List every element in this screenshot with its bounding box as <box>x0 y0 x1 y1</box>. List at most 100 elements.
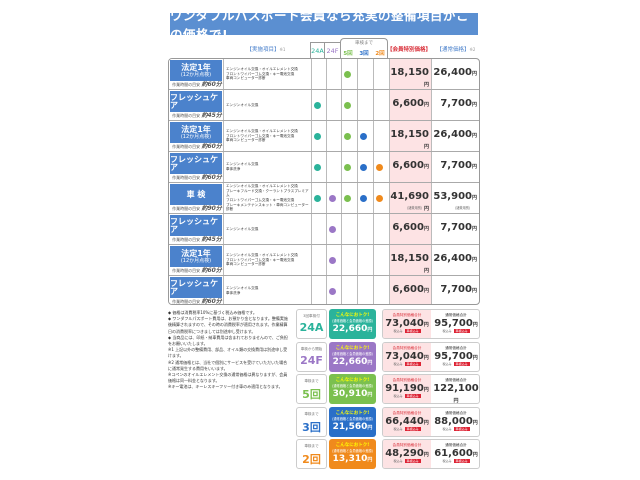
service-name: フレッシュケア <box>170 216 218 234</box>
table-row: 法定1年 (12か月点検) 作業時間の目安 約60分 エンジンオイル交換・オイルエレメ… <box>169 245 479 276</box>
member-total: 会員特別価格合計 48,290円 税込み 車検込み <box>385 443 429 463</box>
badge: 車検込み <box>404 361 421 366</box>
badge: 車検込み <box>453 329 470 333</box>
normal-total: 通常価格合計 88,000円 税込み 車検込み <box>434 410 478 431</box>
included-dot-5 <box>344 133 351 140</box>
table-row: 車 検作業時間の目安 約90分 エンジンオイル交換・オイルエレメント交換 ブレーキフ… <box>169 183 479 214</box>
service-name-box: 車 検 <box>170 184 222 205</box>
member-price: 6,600円 <box>392 222 429 233</box>
service-name: 法定1年 <box>181 248 211 258</box>
service-item: エンジンオイル交換・オイルエレメント交換 <box>226 128 298 133</box>
service-item: エンジンオイル交換・オイルエレメント交換 <box>226 183 298 188</box>
badge: 車検込み <box>404 329 421 333</box>
total-prices: 会員特別価格合計 66,440円 税込み 車検込み 通常価格合計 88,000円 税込み車… <box>382 406 480 437</box>
service-name-box: フレッシュケア <box>170 91 222 112</box>
badge: 車検込み <box>404 426 421 431</box>
work-time: 作業時間の目安 約90分 <box>172 205 222 212</box>
work-time: 作業時間の目安 約45分 <box>172 236 222 243</box>
table-row: フレッシュケア 作業時間の目安 約60分 エンジンオイル交換 車体洗浄 6,600円 7,… <box>169 152 479 183</box>
service-items: エンジンオイル交換・オイルエレメント交換 ブレーキフルード交換・クーラントプラスプ… <box>226 183 311 213</box>
service-item: エンジンオイル交換・オイルエレメント交換 <box>226 252 298 257</box>
member-total: 会員特別価格合計 91,190円 税込み 車検込み <box>385 378 429 398</box>
badge: 車検込み <box>453 426 470 431</box>
service-name-box: 法定1年 (12か月点検) <box>170 246 222 267</box>
member-price: 6,600円 <box>392 98 429 109</box>
plan-label: 車検まで 2回 <box>296 439 327 469</box>
included-dot-2 <box>376 195 383 202</box>
price-table: 法定1年 (12か月点検) 作業時間の目安 約60分 エンジンオイル交換・オイルエレメ… <box>168 58 480 305</box>
service-item: 車両コンピューター診断 <box>226 262 266 267</box>
service-name: 法定1年 <box>181 62 211 72</box>
work-time: 作業時間の目安 約60分 <box>172 267 222 274</box>
header-24f: 24F <box>325 42 340 58</box>
included-dot-24F <box>329 195 336 202</box>
header-normal: 【通常価格】※2 <box>436 47 476 53</box>
service-name-box: フレッシュケア <box>170 277 222 298</box>
normal-price: 7,700円 <box>440 160 477 171</box>
member-price: 18,150円 <box>390 129 429 150</box>
savings-box: こんなにおトク! (通常価格と会員価格の差額) 22,660円 <box>329 341 376 372</box>
included-dot-3 <box>360 133 367 140</box>
normal-total: 通常価格合計 95,700円 税込み 車検込み <box>434 313 478 333</box>
service-sub: (12か月点検) <box>180 133 212 140</box>
total-prices: 会員特別価格合計 73,040円 税込み 車検込み 通常価格合計 95,700円 税込み車… <box>382 341 480 372</box>
service-items: エンジンオイル交換 車体洗浄 <box>226 276 311 304</box>
badge: 車検込み <box>453 459 470 463</box>
footnote: ※1 上記以外の整備費用、部品、オイル類の交換費用は別途申し受けます。 <box>168 347 288 359</box>
member-price: 18,150円 <box>390 253 429 274</box>
service-sub: (12か月点検) <box>180 71 212 78</box>
header-5: 5回 <box>343 51 353 57</box>
normal-total: 通常価格合計 61,600円 税込み 車検込み <box>434 443 478 463</box>
service-item: ブレーキメンテナンスキット・車両コンピューター診断 <box>226 202 309 212</box>
service-name-box: フレッシュケア <box>170 153 222 174</box>
service-items: エンジンオイル交換・オイルエレメント交換 フロントワイパーゴム交換・キー電池交換車… <box>226 59 311 89</box>
normal-total: 通常価格合計 95,700円 税込み 車検込み <box>434 345 478 366</box>
service-name: 法定1年 <box>181 124 211 134</box>
included-dot-2 <box>376 164 383 171</box>
work-time: 作業時間の目安 約45分 <box>172 112 222 119</box>
service-item: フロントワイパーゴム交換・キー電池交換 <box>226 257 295 262</box>
member-price: 6,600円 <box>392 284 429 295</box>
service-items: エンジンオイル交換・オイルエレメント交換 フロントワイパーゴム交換・キー電池交換車… <box>226 245 311 275</box>
plan-label: 3回車検付 24A <box>296 309 327 339</box>
savings-box: こんなにおトク! (通常価格と会員価格の差額) 22,660円 <box>329 309 376 339</box>
savings-box: こんなにおトク! (通常価格と会員価格の差額) 30,910円 <box>329 374 376 404</box>
included-dot-5 <box>344 164 351 171</box>
header-member: 【会員特別価格】 <box>386 47 431 53</box>
included-dot-24A <box>314 133 321 140</box>
service-items: エンジンオイル交換・オイルエレメント交換 フロントワイパーゴム交換・キー電池交換車… <box>226 121 311 151</box>
service-name: 車 検 <box>186 189 206 199</box>
table-row: フレッシュケア 作業時間の目安 約60分 エンジンオイル交換 車体洗浄 6,600円 7,… <box>169 276 479 305</box>
column-divider <box>326 59 327 304</box>
table-row: 法定1年 (12か月点検) 作業時間の目安 約60分 エンジンオイル交換・オイルエレメ… <box>169 59 479 90</box>
work-time: 作業時間の目安 約60分 <box>172 298 222 305</box>
service-label: フレッシュケア 作業時間の目安 約60分 <box>169 152 223 182</box>
footnote: ※キー電池は、キーレスキーフリー付き車のみ適用となります。 <box>168 384 283 390</box>
service-item: エンジンオイル交換・オイルエレメント交換 <box>226 66 298 71</box>
member-column <box>389 59 431 304</box>
service-items: エンジンオイル交換 <box>226 90 311 120</box>
footnote: ※コペンのオイルエレメント交換の通常価格は異なりますが、会員価格は同一料金となり… <box>168 371 288 384</box>
normal-price: 53,900円 <box>433 191 477 202</box>
table-row: フレッシュケア 作業時間の目安 約45分 エンジンオイル交換 6,600円 7,700円 <box>169 214 479 245</box>
service-item: ブレーキフルード交換・クーラントプラスプレミアム <box>226 188 309 198</box>
column-divider <box>311 59 312 304</box>
badge: 車検込み <box>453 361 470 366</box>
service-label: 法定1年 (12か月点検) 作業時間の目安 約60分 <box>169 121 223 151</box>
included-dot-24F <box>329 226 336 233</box>
work-time: 作業時間の目安 約60分 <box>172 174 222 181</box>
service-label: フレッシュケア 作業時間の目安 約60分 <box>169 276 223 305</box>
included-dot-5 <box>344 195 351 202</box>
column-divider <box>431 59 432 304</box>
normal-price: 7,700円 <box>440 222 477 233</box>
column-divider <box>389 59 390 304</box>
member-price: 18,150円 <box>390 67 429 88</box>
column-divider <box>341 59 342 304</box>
service-label: 法定1年 (12か月点検) 作業時間の目安 約60分 <box>169 245 223 275</box>
plan-label: 車検まで 5回 <box>296 374 327 404</box>
service-item: 車両コンピューター診断 <box>226 76 266 81</box>
service-name-box: フレッシュケア <box>170 215 222 236</box>
plan-card: 車検まで 5回 こんなにおトク! (通常価格と会員価格の差額) 30,910円 会員特… <box>296 374 480 404</box>
included-dot-24F <box>329 257 336 264</box>
plan-card: 車検まで 2回 こんなにおトク! (通常価格と会員価格の差額) 13,310円 会員特… <box>296 439 480 469</box>
